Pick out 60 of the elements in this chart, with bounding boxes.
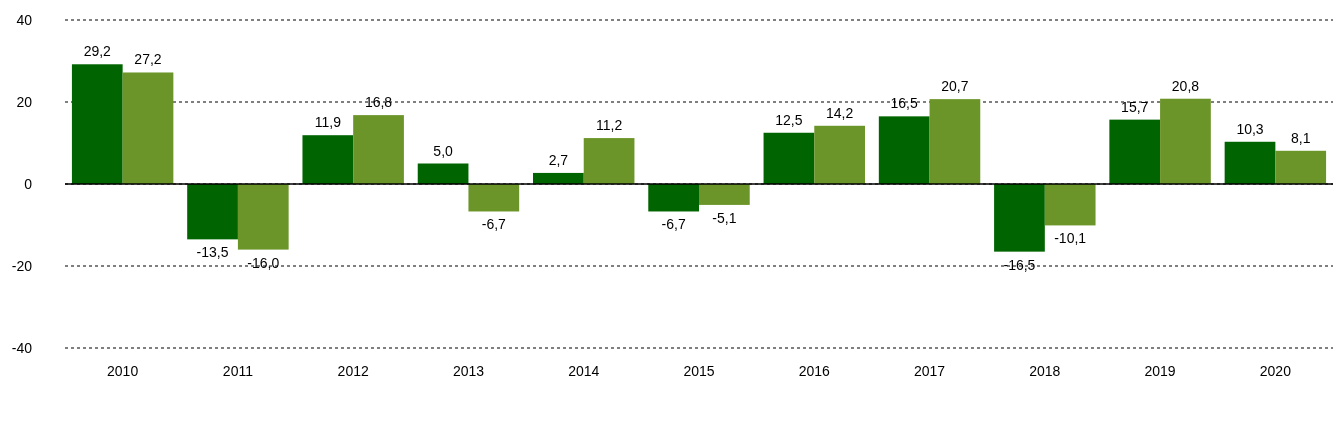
bar (122, 72, 174, 184)
data-label: 11,2 (595, 117, 623, 134)
bar (878, 116, 930, 184)
bar (468, 184, 520, 212)
x-tick-label: 2017 (913, 363, 946, 379)
data-label: -6,7 (661, 216, 686, 233)
bar (1224, 141, 1276, 184)
bar (187, 184, 238, 240)
bar (533, 172, 584, 184)
data-label: -13,5 (196, 244, 229, 261)
data-label: 12,5 (775, 111, 803, 128)
data-label: 20,7 (941, 78, 969, 95)
x-tick-label: 2012 (337, 363, 369, 379)
data-label: -16,5 (1003, 256, 1036, 273)
x-tick-label: 2019 (1144, 363, 1176, 379)
y-tick-label: 40 (16, 12, 33, 28)
y-tick-label: -20 (11, 258, 33, 274)
y-tick-label: 20 (16, 94, 33, 110)
x-tick-label: 2011 (222, 363, 254, 379)
bar (71, 64, 123, 184)
x-tick-label: 2015 (683, 363, 715, 379)
data-label: 8,1 (1290, 129, 1311, 146)
data-label: 29,2 (83, 43, 112, 60)
x-tick-label: 2014 (568, 363, 600, 379)
bar (1044, 184, 1096, 226)
data-label: 10,3 (1236, 120, 1264, 137)
data-label: 20,8 (1171, 77, 1200, 94)
bar (583, 138, 635, 184)
data-label: 5,0 (433, 142, 454, 159)
data-label: 16,8 (364, 94, 393, 111)
data-label: 11,9 (314, 114, 342, 131)
bar (929, 99, 981, 184)
data-label: -16,0 (247, 254, 280, 271)
bar (353, 115, 404, 184)
bar (1160, 98, 1211, 184)
data-label: 16,5 (890, 95, 919, 112)
bar (994, 184, 1045, 252)
bar (302, 135, 354, 184)
data-label: -10,1 (1054, 230, 1087, 247)
bar (1109, 119, 1161, 184)
x-tick-label: 2016 (798, 363, 831, 379)
x-tick-label: 2013 (452, 363, 485, 379)
bar (814, 125, 865, 184)
data-label: -6,7 (481, 216, 507, 233)
bar (763, 132, 815, 184)
data-label: 2,7 (548, 151, 569, 168)
x-tick-label: 2018 (1029, 363, 1061, 379)
bar (417, 163, 469, 184)
bar (648, 184, 699, 212)
data-label: 15,7 (1121, 98, 1149, 115)
data-label: 27,2 (134, 51, 162, 68)
bar (699, 184, 750, 205)
x-tick-label: 2010 (107, 363, 139, 379)
bar (1275, 150, 1327, 184)
data-label: 14,2 (826, 104, 854, 121)
y-tick-label: -40 (11, 340, 33, 356)
y-tick-label: 0 (24, 176, 33, 192)
data-label: -5,1 (712, 209, 737, 226)
bar (237, 184, 289, 250)
x-tick-label: 2020 (1259, 363, 1292, 379)
